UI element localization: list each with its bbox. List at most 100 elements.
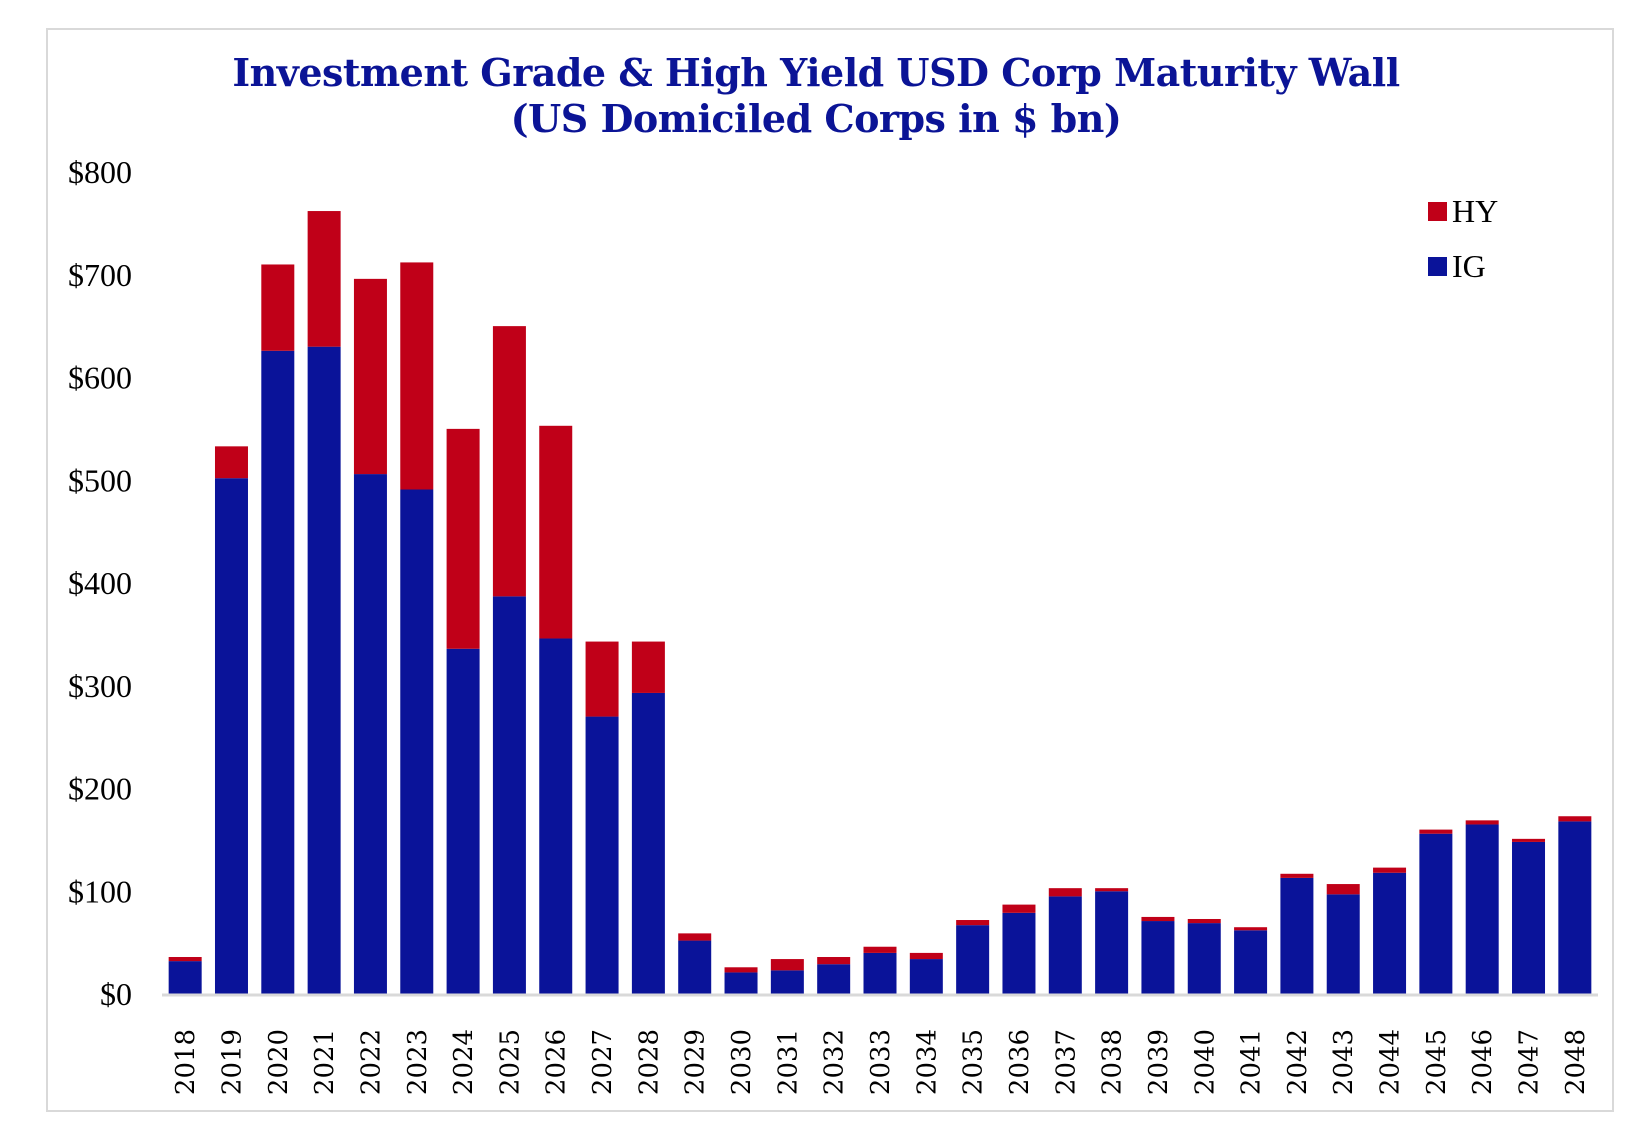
legend-label-ig: IG: [1452, 248, 1486, 284]
legend: HY IG: [1428, 193, 1498, 284]
x-tick-label: 2023: [403, 1029, 433, 1095]
x-tick-label: 2036: [1005, 1029, 1035, 1095]
legend-swatch-hy: [1428, 202, 1447, 221]
bar-hy-2040: [1187, 918, 1221, 924]
bar-ig-2043: [1326, 894, 1360, 994]
bar-ig-2031: [770, 970, 804, 994]
bar-stack-2027: [585, 641, 619, 994]
bar-hy-2030: [724, 967, 758, 973]
bar-ig-2022: [353, 474, 387, 995]
bar-ig-2032: [817, 964, 851, 994]
bar-hy-2023: [400, 262, 434, 490]
legend-swatch-ig: [1428, 257, 1447, 276]
x-tick-label: 2040: [1190, 1029, 1220, 1095]
bar-hy-2024: [446, 428, 480, 649]
x-tick-label: 2030: [727, 1029, 757, 1095]
x-tick-label: 2027: [588, 1029, 618, 1095]
x-tick-label: 2042: [1283, 1029, 1313, 1095]
bar-ig-2025: [492, 596, 526, 994]
y-tick-label: $500: [68, 462, 132, 498]
bar-ig-2048: [1558, 821, 1592, 994]
x-tick-label: 2018: [171, 1029, 201, 1095]
bar-ig-2033: [863, 952, 897, 994]
bar-stack-2048: [1558, 816, 1592, 994]
bar-hy-2026: [539, 425, 573, 639]
bar-stack-2037: [1048, 888, 1082, 994]
bar-hy-2018: [168, 957, 202, 962]
x-tick-label: 2045: [1422, 1029, 1452, 1095]
bar-ig-2034: [909, 959, 943, 994]
bar-ig-2045: [1419, 833, 1453, 994]
bar-stack-2024: [446, 428, 480, 994]
x-tick-label: 2047: [1515, 1029, 1545, 1095]
x-tick-label: 2041: [1237, 1029, 1267, 1095]
bar-stack-2019: [214, 446, 248, 994]
bar-ig-2042: [1280, 877, 1314, 994]
bar-stack-2038: [1095, 888, 1129, 994]
x-tick-label: 2024: [449, 1029, 479, 1095]
bar-stack-2034: [909, 952, 943, 994]
bar-ig-2019: [214, 478, 248, 994]
bar-hy-2019: [214, 446, 248, 479]
bar-stack-2032: [817, 957, 851, 994]
bar-stack-2022: [353, 278, 387, 995]
x-tick-label: 2032: [820, 1029, 850, 1095]
bar-hy-2039: [1141, 916, 1175, 922]
bar-ig-2023: [400, 489, 434, 994]
bar-stack-2021: [307, 211, 341, 994]
bar-stack-2046: [1465, 820, 1499, 994]
bar-hy-2048: [1558, 816, 1592, 822]
bar-hy-2032: [817, 957, 851, 965]
x-tick-label: 2022: [356, 1029, 386, 1095]
x-tick-label: 2046: [1468, 1029, 1498, 1095]
bar-ig-2046: [1465, 824, 1499, 994]
bar-stack-2031: [770, 959, 804, 994]
y-tick-label: $700: [68, 257, 132, 293]
bar-hy-2025: [492, 326, 526, 597]
bar-hy-2037: [1048, 888, 1082, 897]
bar-hy-2035: [956, 920, 990, 926]
y-tick-label: $100: [68, 873, 132, 909]
x-tick-label: 2035: [959, 1029, 989, 1095]
bar-stack-2023: [400, 262, 434, 994]
chart-title: Investment Grade & High Yield USD Corp M…: [232, 50, 1400, 95]
y-tick-label: $0: [100, 976, 132, 1012]
bar-stack-2025: [492, 326, 526, 994]
bar-hy-2028: [631, 641, 665, 693]
x-tick-label: 2025: [495, 1029, 525, 1095]
x-tick-label: 2034: [912, 1029, 942, 1095]
bar-ig-2040: [1187, 923, 1221, 994]
x-tick-label: 2043: [1329, 1029, 1359, 1095]
y-axis: $0 $100 $200 $300 $400 $500 $600 $700 $800: [68, 154, 132, 1012]
x-tick-label: 2039: [1144, 1029, 1174, 1095]
bar-stack-2045: [1419, 829, 1453, 994]
bar-ig-2020: [261, 350, 295, 994]
bar-hy-2042: [1280, 873, 1314, 878]
bar-ig-2041: [1234, 930, 1268, 994]
bar-ig-2047: [1512, 841, 1546, 994]
bar-hy-2027: [585, 641, 619, 717]
bar-stack-2018: [168, 957, 202, 994]
x-tick-label: 2020: [264, 1029, 294, 1095]
legend-label-hy: HY: [1452, 193, 1498, 229]
bar-stack-2036: [1002, 904, 1036, 994]
bar-stack-2044: [1373, 867, 1407, 994]
bar-ig-2039: [1141, 921, 1175, 994]
bar-ig-2024: [446, 648, 480, 994]
y-tick-label: $200: [68, 771, 132, 807]
x-tick-label: 2026: [542, 1029, 572, 1095]
bar-ig-2021: [307, 346, 341, 994]
bar-ig-2038: [1095, 891, 1129, 994]
bar-hy-2038: [1095, 888, 1129, 892]
bar-ig-2037: [1048, 896, 1082, 994]
x-tick-label: 2033: [866, 1029, 896, 1095]
bar-hy-2020: [261, 264, 295, 351]
bar-ig-2036: [1002, 912, 1036, 994]
bar-stack-2042: [1280, 873, 1314, 994]
x-tick-label: 2019: [217, 1029, 247, 1095]
bar-hy-2021: [307, 211, 341, 347]
bar-stack-2039: [1141, 916, 1175, 994]
bar-ig-2044: [1373, 872, 1407, 994]
bar-hy-2046: [1465, 820, 1499, 825]
